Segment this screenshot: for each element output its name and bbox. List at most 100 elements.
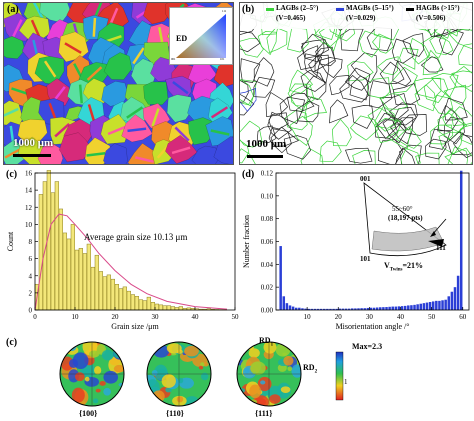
y-tick-label-d: 0.00 [261, 307, 274, 315]
misorientation-bar [357, 308, 360, 310]
misorientation-bar [400, 306, 404, 310]
grain-size-bar [170, 306, 175, 311]
y-tick-label-c: 8 [29, 238, 33, 246]
misorientation-bar [316, 308, 320, 310]
grain-size-bar [50, 192, 55, 311]
x-tick-label-c: 10 [72, 313, 80, 321]
boundary-legend [240, 3, 472, 29]
y-tick-label-d: 0.12 [261, 170, 274, 178]
x-tick-label-d: 10 [304, 313, 312, 321]
grain-size-bar [138, 299, 143, 311]
x-axis-label-c: Grain size /μm [111, 322, 159, 331]
misorientation-bar [307, 308, 310, 310]
misorientation-bar [428, 302, 432, 310]
twin-inverse-pole-figure [363, 182, 447, 257]
lognormal-fit-curve [34, 213, 228, 311]
grain-size-bar [66, 238, 71, 311]
ipf-corner-111: 111 [222, 9, 227, 13]
legend-name-0: LAGBs (2–5°) [276, 4, 319, 12]
grain-boundary-map: (b) LAGBs (2–5°) (V=0.465) MAGBs (5–15°) (V… [239, 2, 473, 165]
inset-angle-range: 55~60° [392, 205, 413, 213]
max-intensity-label: Max=2.3 [352, 342, 383, 351]
grain-size-bar [62, 232, 67, 311]
ipf-triangle-icon [176, 14, 226, 58]
x-tick-label-c: 20 [112, 313, 120, 321]
intensity-scale-tick: 1 [344, 378, 348, 386]
twin-fraction: VTwins=21% [384, 261, 424, 273]
misorientation-bar [354, 308, 357, 310]
panel-c-label: (c) [6, 169, 18, 180]
grain-size-bar [114, 284, 119, 311]
misorientation-bar [379, 307, 382, 310]
grain-size-bar [162, 305, 167, 311]
y-tick-label-c: 10 [25, 221, 33, 229]
inset-corner-111: 111 [436, 244, 446, 252]
inset-corner-101: 101 [360, 255, 371, 263]
misorientation-bar [391, 306, 394, 310]
scale-bar-b [247, 155, 283, 158]
grain-size-bar [178, 306, 183, 311]
misorientation-bar [416, 304, 419, 310]
rd1-label: RD1 [259, 336, 274, 348]
misorientation-bar [435, 300, 438, 310]
grain-size-bar [142, 300, 147, 311]
ipf-ed-label: ED [176, 34, 188, 43]
misorientation-bar [338, 308, 342, 310]
pole-figure-100-label: {100} [79, 409, 98, 418]
x-tick-label-d: 20 [335, 313, 343, 321]
grain-size-bar [102, 276, 107, 311]
panel-a-label: (a) [7, 4, 19, 15]
grain-size-bar [86, 243, 91, 311]
misorientation-bar [326, 308, 329, 310]
misorientation-bar [360, 308, 363, 310]
misorientation-bar [319, 308, 323, 310]
y-tick-label-d: 0.08 [261, 215, 274, 223]
ipf-color-key: ED 001 101 111 [169, 7, 233, 65]
misorientation-bar [431, 301, 435, 310]
misorientation-bar [313, 308, 317, 310]
grain-size-bar [158, 304, 163, 311]
misorientation-bar [285, 303, 289, 310]
y-axis-label-c: Count [6, 231, 15, 251]
x-tick-label-d: 50 [428, 313, 436, 321]
x-tick-label-d: 30 [366, 313, 374, 321]
misorientation-bar [394, 306, 398, 310]
misorientation-bar [291, 306, 295, 310]
misorientation-bar [450, 291, 454, 310]
misorientation-bar [441, 300, 444, 310]
misorientation-bar [438, 300, 441, 310]
misorientation-bar [382, 307, 385, 310]
y-tick-label-c: 12 [25, 204, 33, 212]
misorientation-bar [332, 308, 335, 310]
y-tick-label-c: 0 [29, 307, 33, 315]
grain-size-bar [54, 181, 59, 311]
grain-size-bar [82, 253, 87, 311]
misorientation-histogram: 10 20 30 40 50 60 0.00 0.02 0.04 0.06 0.08 0.10 0.12… [240, 167, 472, 332]
grain-size-bar [166, 305, 171, 311]
misorientation-bar [385, 307, 388, 310]
misorientation-bar [288, 305, 292, 310]
misorientation-bar [425, 302, 429, 310]
y-tick-label-d: 0.10 [261, 192, 274, 200]
misorientation-bar [294, 307, 298, 310]
misorientation-bar [335, 308, 338, 310]
y-axis-label-d: Number fraction [242, 215, 251, 268]
misorientation-bar [298, 307, 301, 310]
scale-bar-a-label: 1000 μm [13, 137, 54, 149]
intensity-colorbar [335, 351, 344, 401]
legend-value-1: (V=0.029) [346, 14, 376, 22]
grain-size-chart: 0 10 20 30 40 50 0 2 4 6 8 10 12 14 16 Grain size /μm Co… [6, 170, 240, 332]
panel-e-label: (c) [6, 337, 18, 348]
scale-bar-b-label: 1000 μm [246, 138, 287, 150]
grain-size-bar [134, 296, 139, 311]
misorientation-bar [375, 307, 379, 310]
misorientation-bar [444, 299, 447, 310]
grain-size-bar [150, 302, 155, 311]
misorientation-bar [407, 305, 410, 310]
rd2-label: RD2 [303, 363, 318, 375]
x-axis-label-d: Misorientation angle /° [336, 322, 410, 331]
y-tick-label-c: 4 [29, 272, 33, 280]
x-tick-label-c: 50 [232, 313, 240, 321]
twin-inset: 001 101 111 55~60° (18,197 pts) VTwins=2… [358, 175, 450, 273]
legend-swatch-0 [266, 8, 274, 11]
